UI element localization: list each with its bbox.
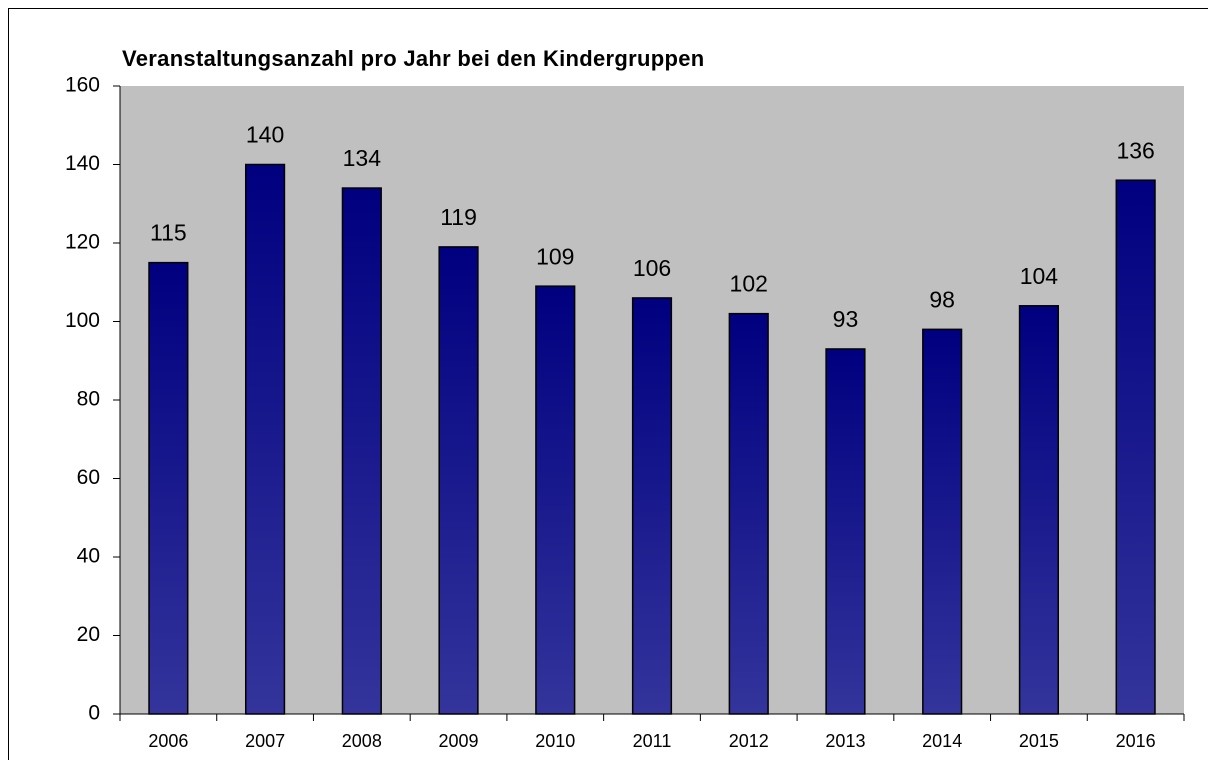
bar — [1018, 305, 1060, 715]
data-label: 115 — [150, 220, 187, 246]
y-tick-label: 140 — [65, 152, 100, 175]
y-tick-label: 100 — [65, 309, 100, 332]
x-tick-label: 2006 — [148, 731, 188, 751]
bar — [825, 348, 866, 715]
x-tick-label: 2015 — [1019, 731, 1059, 751]
y-tick-label: 80 — [77, 388, 100, 411]
x-tick-label: 2009 — [439, 731, 479, 751]
bar — [922, 328, 963, 715]
x-tick-label: 2014 — [922, 731, 962, 751]
y-tick-label: 40 — [77, 545, 100, 568]
data-label: 119 — [440, 204, 477, 230]
bar — [535, 285, 576, 715]
x-tick-label: 2016 — [1116, 731, 1156, 751]
x-tick-label: 2011 — [633, 731, 672, 751]
bar — [244, 163, 286, 715]
x-tick-label: 2008 — [342, 731, 382, 751]
data-label: 106 — [633, 255, 671, 281]
data-label: 104 — [1020, 263, 1059, 289]
x-tick-label: 2012 — [729, 731, 769, 751]
data-label: 134 — [343, 145, 382, 171]
y-tick-label: 20 — [77, 623, 100, 646]
x-tick-label: 2007 — [245, 731, 285, 751]
x-tick-label: 2010 — [535, 731, 575, 751]
chart-title: Veranstaltungsanzahl pro Jahr bei den Ki… — [122, 46, 705, 71]
data-label: 109 — [536, 243, 574, 269]
y-tick-label: 160 — [65, 74, 100, 97]
y-tick-label: 120 — [65, 231, 100, 254]
y-tick-label: 60 — [77, 466, 100, 489]
bar — [631, 297, 673, 715]
bar — [148, 261, 189, 715]
bar — [728, 312, 769, 715]
data-label: 98 — [929, 286, 955, 312]
bar — [341, 187, 382, 715]
data-label: 136 — [1116, 137, 1154, 163]
bar — [1115, 179, 1156, 715]
data-label: 93 — [833, 306, 859, 332]
data-label: 102 — [730, 271, 768, 297]
bar — [438, 246, 479, 715]
y-tick-label: 0 — [88, 702, 100, 725]
data-label: 140 — [246, 122, 284, 148]
x-tick-label: 2013 — [825, 731, 865, 751]
